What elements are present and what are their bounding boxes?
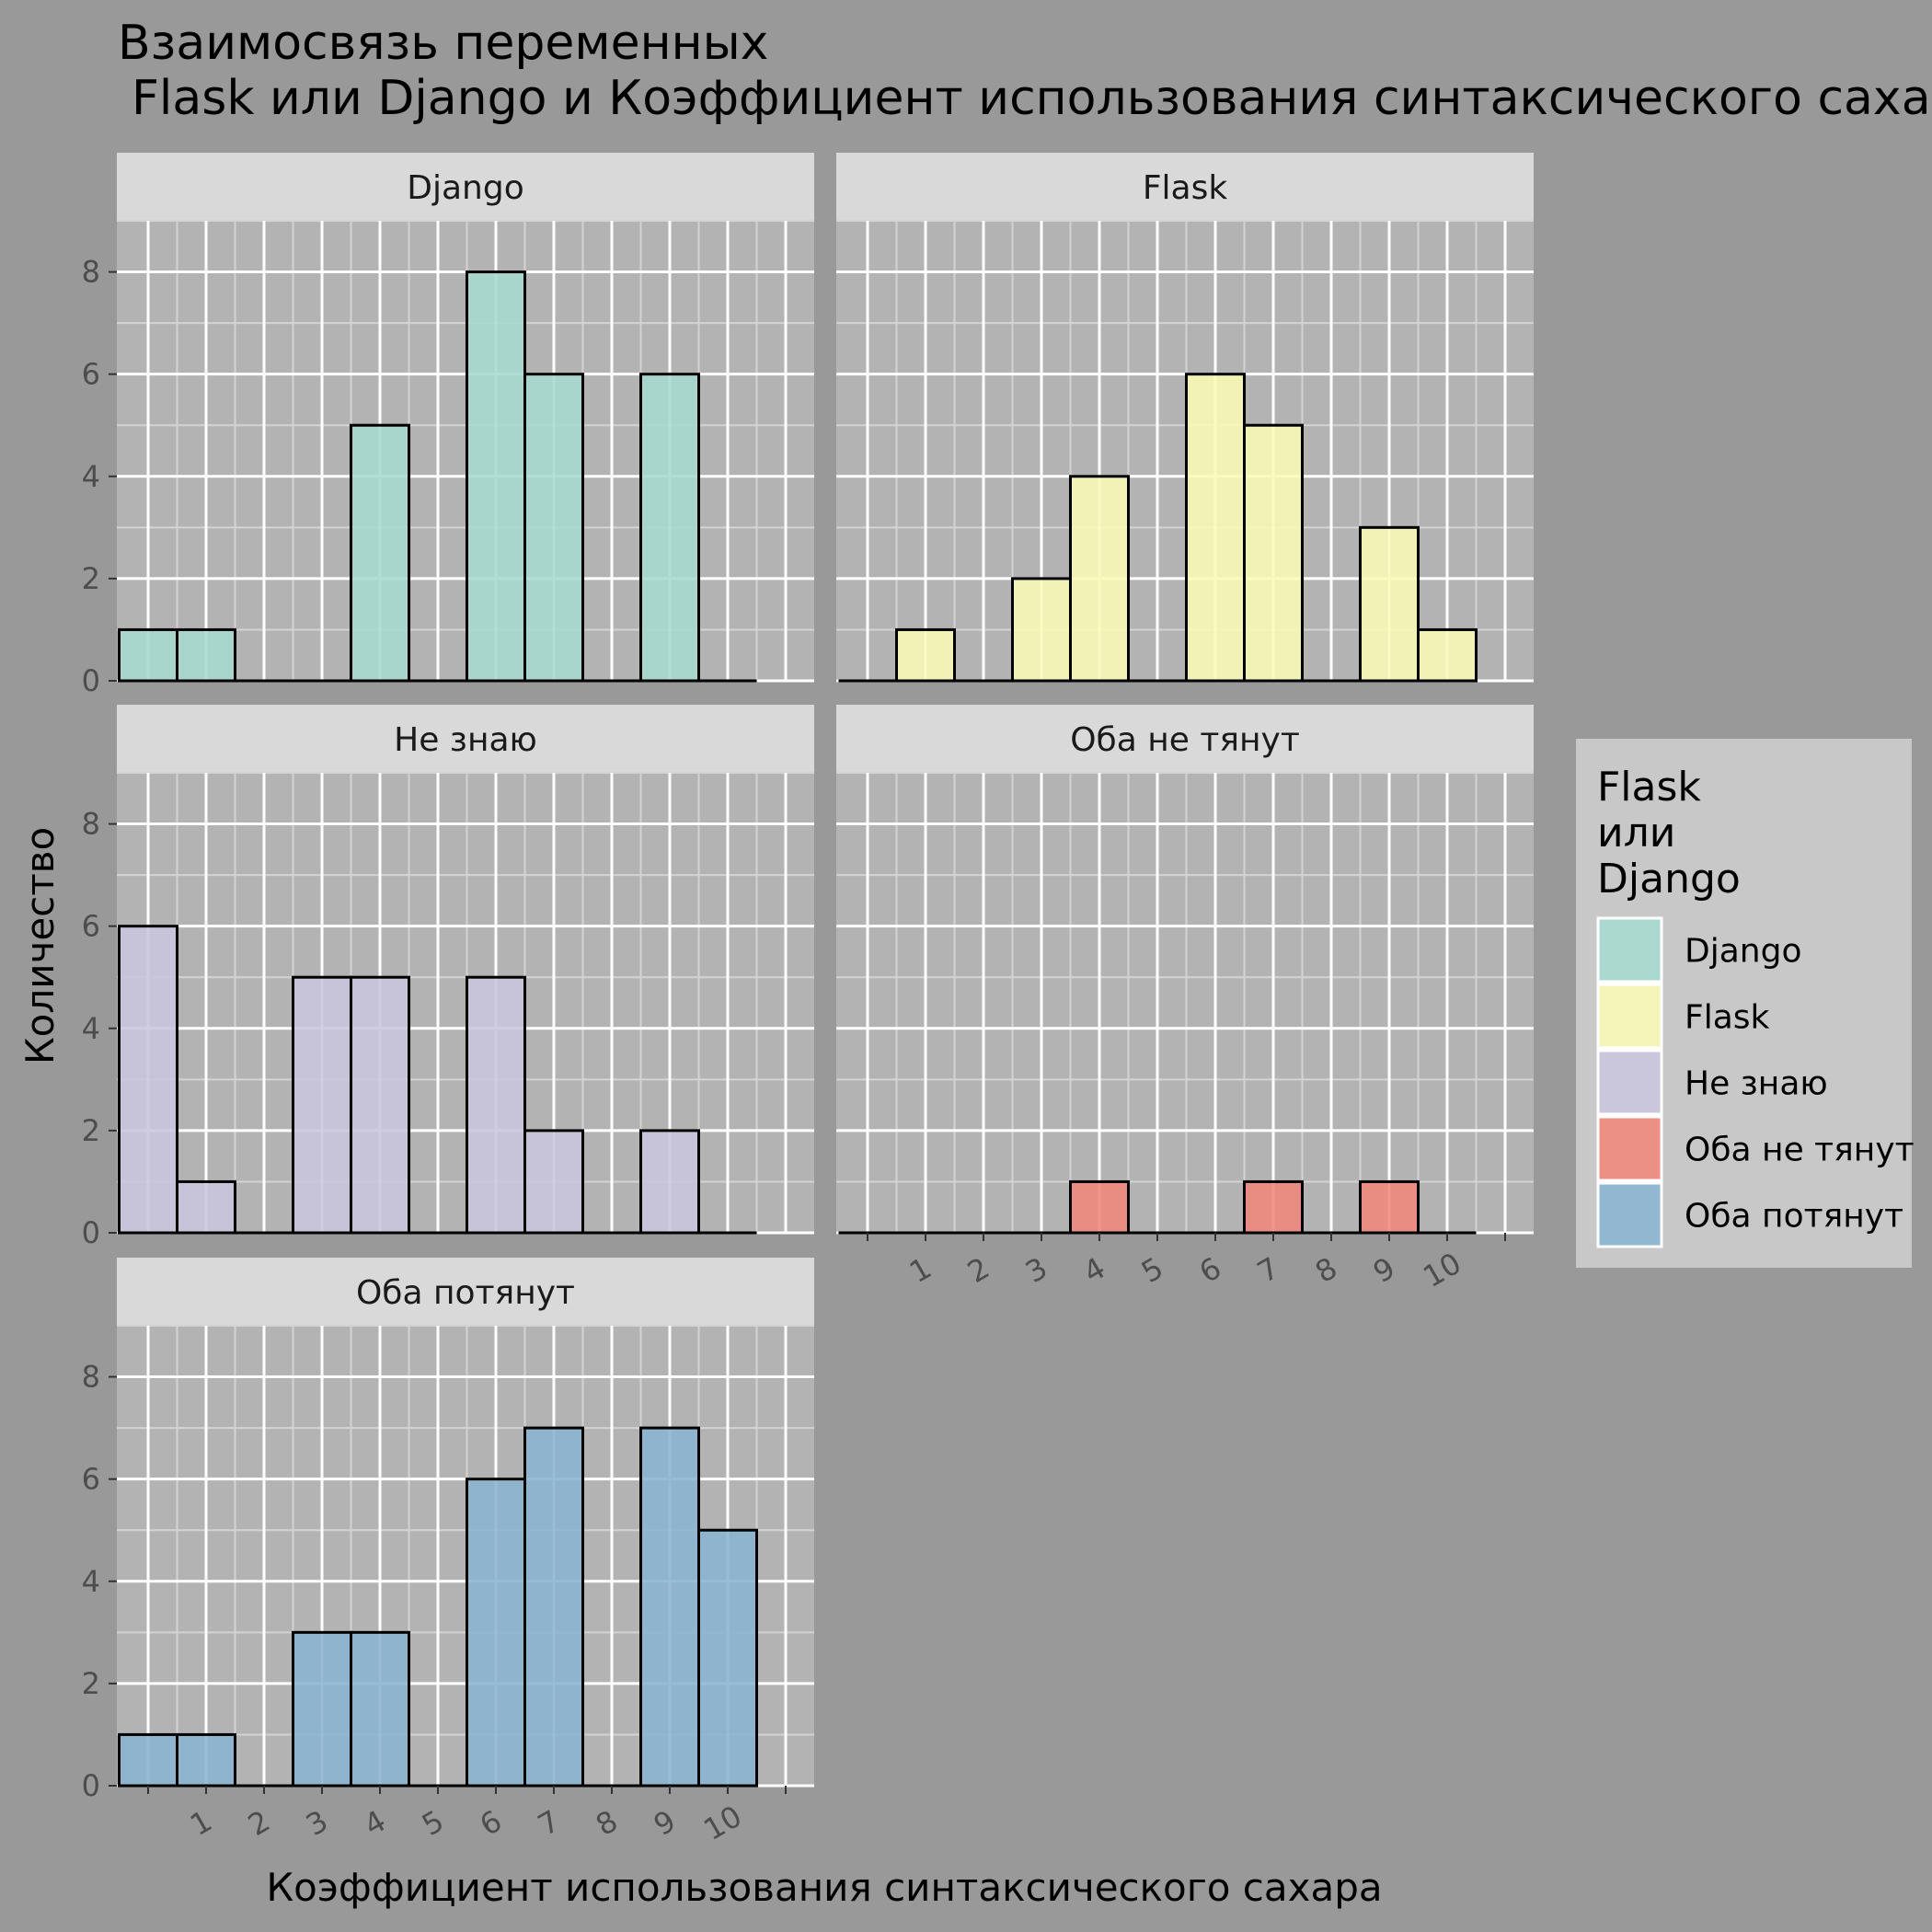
legend-label-не-знаю: Не знаю xyxy=(1685,1065,1828,1103)
legend-label-django: Django xyxy=(1685,933,1801,971)
facet-strip-label: Django xyxy=(407,169,523,207)
bar-не-знаю-0 xyxy=(118,925,178,1235)
y-tick-label: 8 xyxy=(82,255,100,290)
bar-оба-потянут-7 xyxy=(523,1426,584,1788)
bar-оба-потянут-1 xyxy=(176,1732,236,1788)
y-tick-label: 6 xyxy=(82,357,100,392)
facet-panel-не-знаю: Не знаю 0 2 4 6 8 xyxy=(82,705,814,1250)
bar-flask-3 xyxy=(1011,577,1072,683)
bar-django-7 xyxy=(523,373,584,683)
facet-panels: Django 0 2 4 6 8 Flask Не знаю 0 2 4 6 8 Оба не тянут… xyxy=(82,153,1534,1847)
y-tick-label: 4 xyxy=(82,1011,100,1046)
facet-strip-label: Оба потянут xyxy=(356,1274,575,1312)
legend-key-flask xyxy=(1596,983,1663,1050)
bar-не-знаю-9 xyxy=(639,1129,700,1235)
facet-panel-flask: Flask xyxy=(836,153,1534,683)
bar-django-4 xyxy=(350,423,410,683)
legend: Flask или Django Django Flask Не знаю Оба н… xyxy=(1576,739,1915,1268)
bar-не-знаю-3 xyxy=(292,975,352,1235)
bar-оба-потянут-3 xyxy=(292,1630,352,1788)
y-tick-label: 8 xyxy=(82,807,100,842)
y-tick-label: 6 xyxy=(82,1462,100,1497)
bar-оба-потянут-0 xyxy=(118,1732,178,1788)
facet-strip-label: Flask xyxy=(1143,169,1228,207)
facet-strip xyxy=(117,1258,814,1326)
bar-django-0 xyxy=(118,627,178,683)
bar-flask-10 xyxy=(1417,627,1478,683)
bar-flask-7 xyxy=(1243,423,1304,683)
panel-background xyxy=(836,773,1534,1233)
bar-оба-потянут-6 xyxy=(466,1478,526,1788)
y-tick-label: 2 xyxy=(82,1666,100,1701)
bar-не-знаю-1 xyxy=(176,1179,236,1235)
facet-strip-label: Не знаю xyxy=(394,721,537,759)
y-tick-label: 0 xyxy=(82,1768,100,1803)
y-tick-label: 2 xyxy=(82,561,100,596)
bar-django-1 xyxy=(176,627,236,683)
facet-strip xyxy=(117,705,814,773)
bar-flask-1 xyxy=(895,627,956,683)
chart-title-line-1: Взаимосвязь переменных xyxy=(118,16,768,71)
legend-title-line-3: Django xyxy=(1597,856,1741,903)
facet-strip xyxy=(117,153,814,221)
bar-не-знаю-4 xyxy=(350,975,410,1235)
x-axis-title: Коэффициент использования синтаксическог… xyxy=(266,1865,1382,1910)
bar-django-6 xyxy=(466,270,526,683)
y-tick-label: 6 xyxy=(82,909,100,944)
legend-label-flask: Flask xyxy=(1685,999,1770,1037)
bar-django-9 xyxy=(639,373,700,683)
y-tick-label: 0 xyxy=(82,663,100,698)
legend-key-оба-потянут xyxy=(1596,1181,1663,1248)
bar-flask-4 xyxy=(1069,475,1130,683)
legend-key-не-знаю xyxy=(1596,1049,1663,1116)
bar-не-знаю-7 xyxy=(523,1129,584,1235)
y-tick-label: 4 xyxy=(82,1564,100,1599)
legend-title-line-1: Flask xyxy=(1597,764,1701,811)
bar-flask-6 xyxy=(1185,373,1246,683)
bar-оба-потянут-4 xyxy=(350,1630,410,1788)
legend-label-оба-не-тянут: Оба не тянут xyxy=(1685,1132,1915,1169)
legend-key-django xyxy=(1596,916,1663,983)
y-tick-label: 2 xyxy=(82,1113,100,1148)
bar-не-знаю-6 xyxy=(466,975,526,1235)
bar-flask-9 xyxy=(1359,525,1420,683)
legend-label-оба-потянут: Оба потянут xyxy=(1685,1198,1903,1236)
bar-оба-не-тянут-7 xyxy=(1243,1179,1304,1235)
facet-strip xyxy=(836,153,1534,221)
bar-оба-не-тянут-9 xyxy=(1359,1179,1420,1235)
chart-title-line-2: Flask или Django и Коэффициент использов… xyxy=(132,71,1932,126)
facet-panel-django: Django 0 2 4 6 8 xyxy=(82,153,814,698)
bar-оба-потянут-10 xyxy=(697,1528,758,1788)
facet-strip xyxy=(836,705,1534,773)
bar-оба-потянут-9 xyxy=(639,1426,700,1788)
y-tick-label: 8 xyxy=(82,1360,100,1395)
legend-title-line-2: или xyxy=(1597,810,1675,857)
y-tick-label: 4 xyxy=(82,459,100,494)
y-axis-title: Количество xyxy=(17,827,63,1064)
bar-оба-не-тянут-4 xyxy=(1069,1179,1130,1235)
y-tick-label: 0 xyxy=(82,1215,100,1250)
facet-strip-label: Оба не тянут xyxy=(1070,721,1300,759)
legend-key-оба-не-тянут xyxy=(1596,1115,1663,1182)
